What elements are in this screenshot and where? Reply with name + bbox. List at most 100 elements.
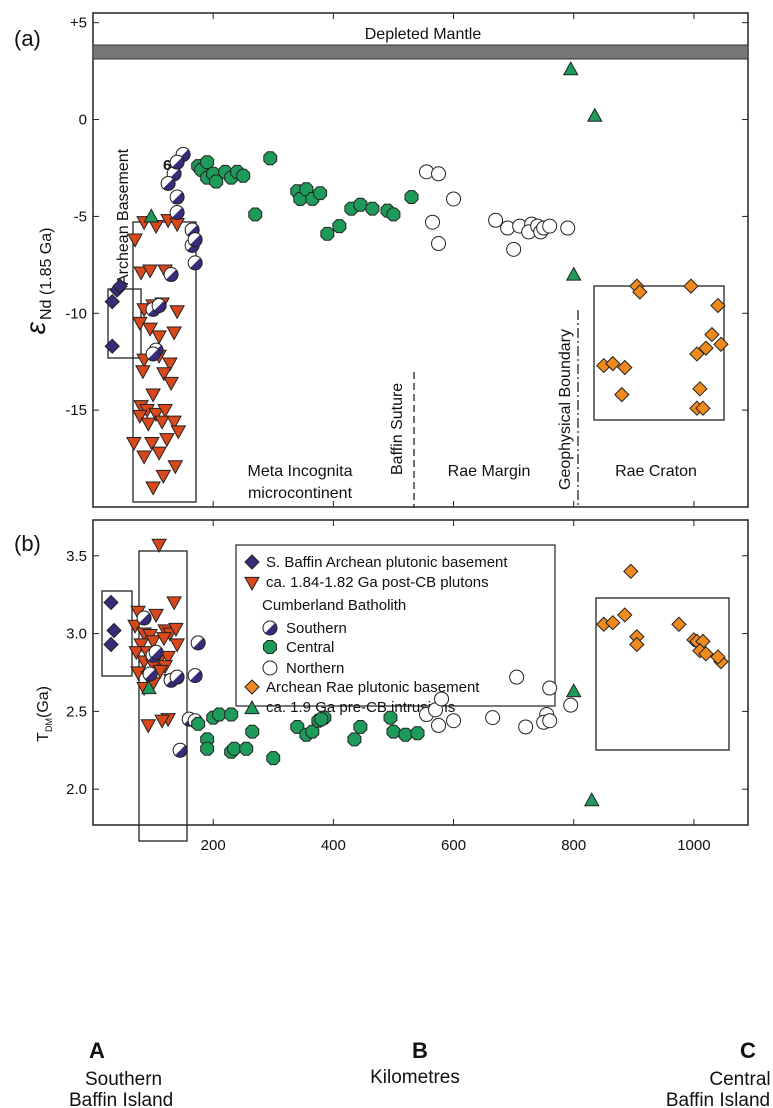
point-rae-11 xyxy=(698,646,714,662)
point-southern-1 xyxy=(190,635,206,651)
legend-cumberland: Cumberland Batholith xyxy=(262,597,406,614)
point-southern-6 xyxy=(169,669,185,685)
label-meta-incognita: Meta Incognita xyxy=(248,463,353,480)
panel-a: (a) Depleted Mantle +5 0 -5 -10 -15 ε Nd (1.… xyxy=(14,12,749,508)
box-post-cb-b xyxy=(138,550,188,842)
legend-marker-0 xyxy=(244,554,260,570)
panel-a-label: (a) xyxy=(14,26,41,51)
point-post_cb-9 xyxy=(168,622,184,637)
right-caption-1: Central xyxy=(709,1069,770,1090)
panel-b-label: (b) xyxy=(14,531,41,556)
point-central-16 xyxy=(314,712,329,727)
point-post_cb-13 xyxy=(169,638,185,653)
point-post_cb-19 xyxy=(135,365,151,380)
point-northern-5 xyxy=(488,212,504,228)
y-tick-label: -5 xyxy=(74,208,87,225)
point-northern-3 xyxy=(431,717,447,733)
point-northern-11 xyxy=(542,713,558,729)
point-central-16 xyxy=(313,186,328,201)
x-axis-label: Kilometres xyxy=(370,1067,460,1088)
x-axis: 200 400 600 800 1000 A B C Kilometres Southe… xyxy=(69,13,771,1108)
point-central-0 xyxy=(191,716,206,731)
point-post_cb-36 xyxy=(151,446,167,461)
panel-b-points xyxy=(103,538,729,807)
x-tick-label: 200 xyxy=(201,837,226,854)
point-northern-1 xyxy=(431,166,447,182)
point-post_cb-2 xyxy=(148,608,164,623)
point-post_cb-27 xyxy=(132,409,148,424)
point-northern-12 xyxy=(563,697,579,713)
point-post_cb-38 xyxy=(155,469,172,485)
point-post_cb-12 xyxy=(156,632,172,647)
point-central-11 xyxy=(290,720,305,734)
point-post_cb-21 xyxy=(145,388,161,403)
point-post_cb-4 xyxy=(127,619,143,634)
point-rae-0 xyxy=(623,563,639,580)
point-post_cb-3 xyxy=(166,596,182,611)
point-archean_baffin-2 xyxy=(103,636,119,653)
point-northern-2 xyxy=(434,691,450,707)
point-central-9 xyxy=(245,724,260,739)
legend-northern: Northern xyxy=(286,660,344,677)
point-post_cb-29 xyxy=(154,415,170,430)
depleted-mantle-band xyxy=(92,44,749,60)
point-southern-8 xyxy=(187,232,203,248)
box-rae-a xyxy=(593,285,725,421)
legend-central: Central xyxy=(286,639,334,656)
point-northern-15 xyxy=(560,220,576,236)
point-post_cb-22 xyxy=(163,376,179,392)
point-rae-11 xyxy=(710,297,726,314)
point-post_cb-21 xyxy=(130,666,146,681)
point-post_cb-30 xyxy=(166,415,182,430)
point-pre_cb-3 xyxy=(143,208,160,223)
point-pre_cb-2 xyxy=(141,680,157,695)
point-southern-2 xyxy=(142,666,158,682)
point-rae-4 xyxy=(614,386,630,403)
point-archean_baffin-0 xyxy=(104,293,120,310)
panel-a-points xyxy=(104,61,729,496)
left-caption-1: Southern xyxy=(85,1069,162,1090)
label-archean-basement: Archean Basement xyxy=(115,148,132,285)
point-rae-5 xyxy=(617,359,633,376)
legend-marker-2 xyxy=(262,620,278,636)
legend-frame xyxy=(235,544,556,707)
point-rae-6 xyxy=(683,278,699,294)
point-southern-10 xyxy=(172,742,188,758)
point-southern-14 xyxy=(145,346,161,362)
point-central-17 xyxy=(320,226,335,241)
point-northern-6 xyxy=(509,669,525,685)
point-post_cb-0 xyxy=(151,538,167,553)
point-rae-13 xyxy=(710,649,726,665)
y-tick-label: -15 xyxy=(65,402,87,419)
point-post_cb-4 xyxy=(169,218,185,233)
legend-markers xyxy=(244,554,278,715)
point-central-5 xyxy=(224,707,239,722)
legend-marker-3 xyxy=(263,640,277,654)
point-post_cb-25 xyxy=(148,407,164,423)
point-post_cb-29 xyxy=(154,714,170,729)
point-rae-6 xyxy=(671,616,687,632)
x-tick-label: 400 xyxy=(321,837,346,854)
point-post_cb-14 xyxy=(128,646,145,661)
point-pre_cb-2 xyxy=(565,266,582,281)
point-archean_baffin-0 xyxy=(103,594,119,611)
letter-b: B xyxy=(412,1038,428,1063)
x-tick-label: 600 xyxy=(441,837,466,854)
point-post_cb-18 xyxy=(162,357,178,372)
tdm-unit: (Ga) xyxy=(35,686,52,718)
label-rae-craton: Rae Craton xyxy=(615,463,697,480)
point-post_cb-35 xyxy=(136,450,152,465)
point-central-21 xyxy=(398,727,413,742)
legend-rae: Archean Rae plutonic basement xyxy=(266,679,480,696)
panel-b: (b) 2.0 2.5 3.0 3.5 T DM (Ga) S. Baffin Arc… xyxy=(14,519,749,842)
point-central-4 xyxy=(212,707,227,722)
point-post_cb-33 xyxy=(159,433,175,448)
point-post_cb-13 xyxy=(142,322,158,337)
point-northern-4 xyxy=(446,191,462,207)
point-northern-7 xyxy=(518,719,534,735)
point-southern-4 xyxy=(169,189,185,205)
label-six: 6 xyxy=(163,157,171,174)
point-northern-9 xyxy=(506,241,522,257)
point-pre_cb-0 xyxy=(562,61,579,76)
